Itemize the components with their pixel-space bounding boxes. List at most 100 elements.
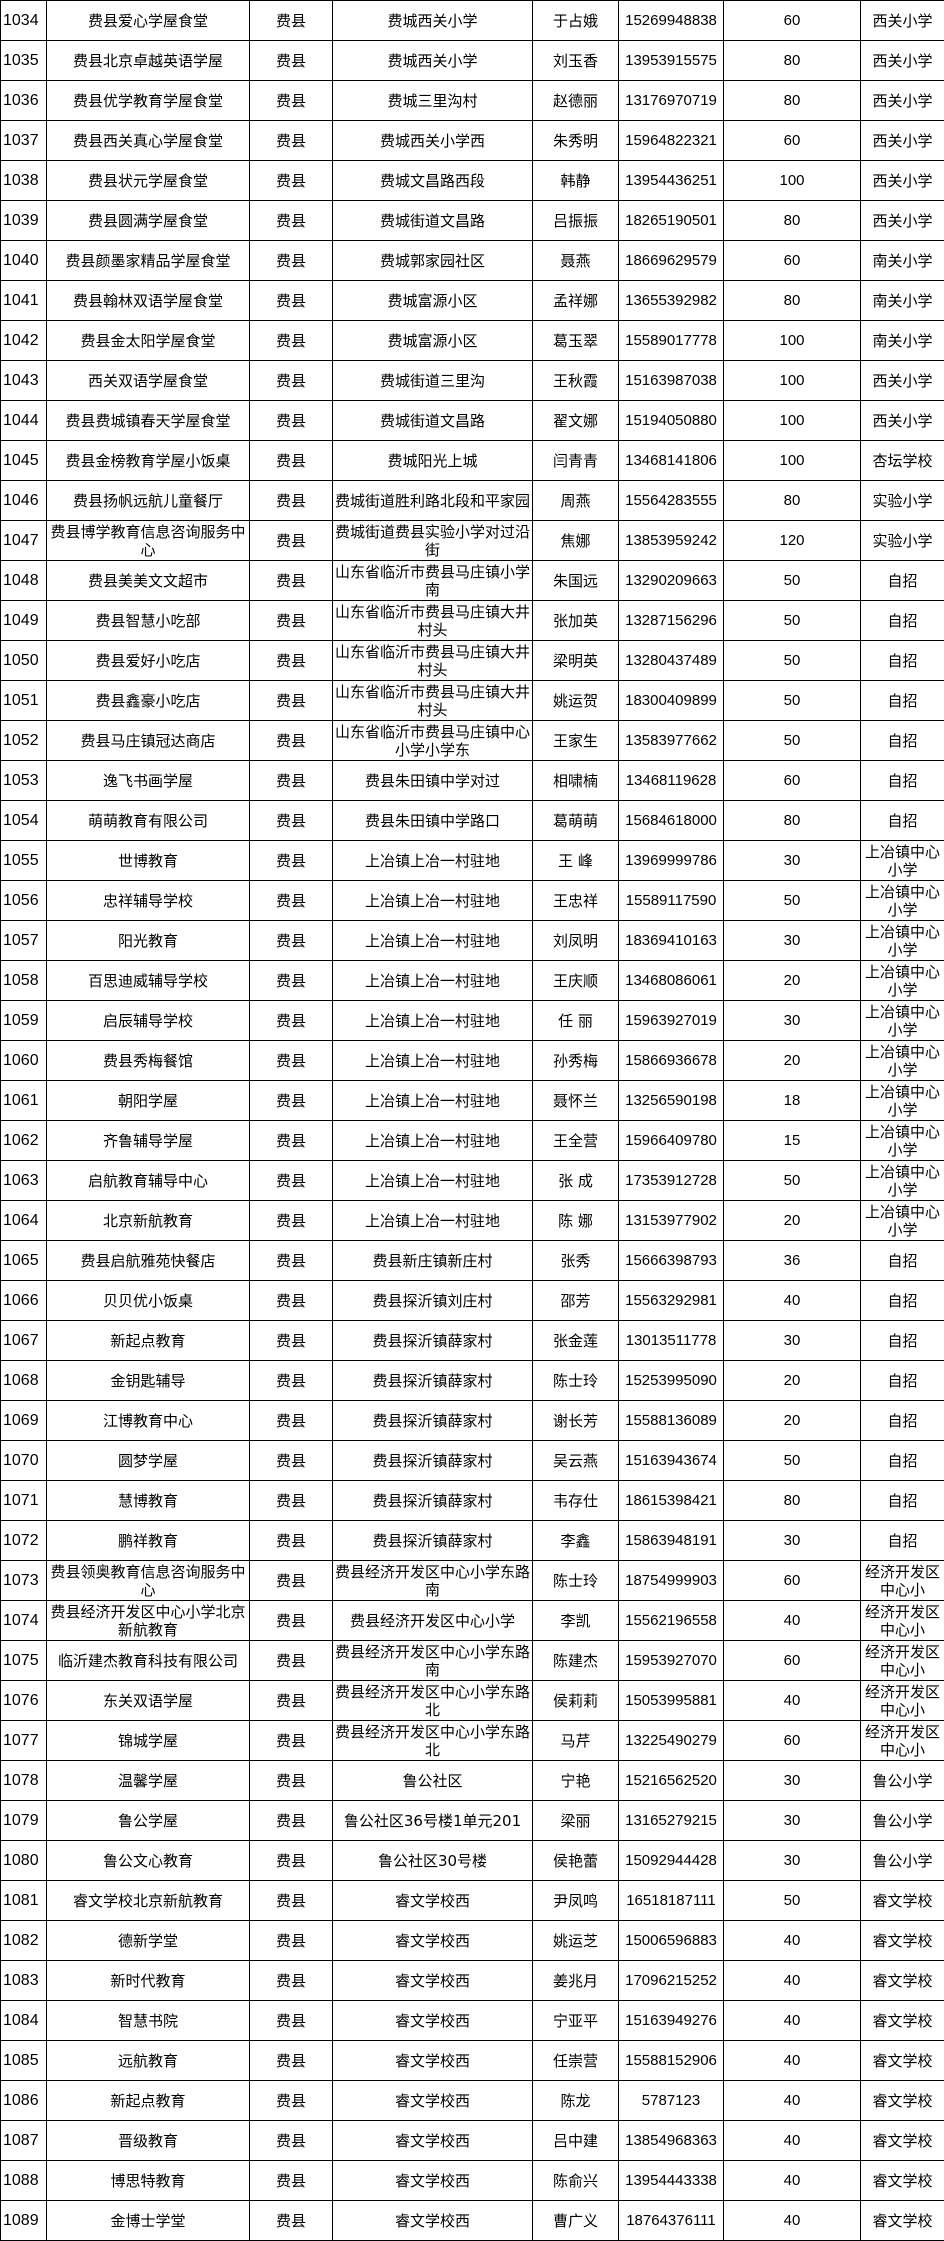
institution-name: 费县金太阳学屋食堂 [80, 331, 216, 350]
address: 睿文学校西 [394, 2211, 470, 2230]
school: 西关小学 [872, 371, 933, 390]
table-row: 1066 贝贝优小饭桌 费县 费县探沂镇刘庄村 邵芳 15563292981 40 自招 [0, 1280, 944, 1321]
table-row: 1078 温馨学屋 费县 鲁公社区 宁艳 15216562520 30 鲁公小学 [0, 1760, 944, 1801]
row-number-cell: 1058 [0, 960, 47, 1001]
phone-number-cell: 13165279215 [618, 1800, 724, 1841]
school-cell: 鲁公小学 [860, 1800, 944, 1841]
address-cell: 山东省临沂市费县马庄镇大井村头 [332, 680, 533, 721]
phone-number-cell: 15589117590 [618, 880, 724, 921]
school-cell: 实验小学 [860, 520, 944, 561]
address-cell: 山东省临沂市费县马庄镇中心小学小学东 [332, 720, 533, 761]
address: 上冶镇上冶一村驻地 [364, 1051, 500, 1070]
row-number-cell: 1085 [0, 2040, 47, 2081]
institution-name-cell: 临沂建杰教育科技有限公司 [46, 1640, 250, 1681]
county-cell: 费县 [249, 200, 333, 241]
phone-number: 15588136089 [625, 1411, 717, 1429]
county-cell: 费县 [249, 400, 333, 441]
contact-person-cell: 朱国远 [532, 560, 619, 601]
school-cell: 西关小学 [860, 0, 944, 41]
county: 费县 [275, 571, 306, 590]
capacity-cell: 50 [723, 640, 861, 681]
phone-number: 5787123 [641, 2091, 701, 2109]
phone-number: 13013511778 [625, 1331, 717, 1349]
county: 费县 [275, 451, 306, 470]
phone-number-cell: 15966409780 [618, 1120, 724, 1161]
phone-number: 13256590198 [625, 1091, 717, 1109]
capacity-cell: 40 [723, 1280, 861, 1321]
contact-person-cell: 陈俞兴 [532, 2160, 619, 2201]
capacity: 40 [783, 2011, 801, 2029]
address-cell: 睿文学校西 [332, 1920, 533, 1961]
institution-name: 费县博学教育信息咨询服务中心 [50, 522, 246, 559]
phone-number-cell: 15953927070 [618, 1640, 724, 1681]
contact-person-cell: 尹凤鸣 [532, 1880, 619, 1921]
row-number: 1055 [3, 851, 39, 869]
contact-person-cell: 陈士玲 [532, 1360, 619, 1401]
school: 自招 [887, 1531, 918, 1550]
row-number: 1041 [3, 291, 39, 309]
phone-number-cell: 15963927019 [618, 1000, 724, 1041]
phone-number: 15006596883 [625, 1931, 717, 1949]
institution-name-cell: 逸飞书画学屋 [46, 760, 250, 801]
school: 鲁公小学 [872, 1771, 933, 1790]
county: 费县 [275, 171, 306, 190]
phone-number: 18669629579 [625, 251, 717, 269]
row-number-cell: 1036 [0, 80, 47, 121]
address-cell: 睿文学校西 [332, 2200, 533, 2241]
row-number-cell: 1060 [0, 1040, 47, 1081]
county: 费县 [275, 1691, 306, 1710]
phone-number-cell: 15194050880 [618, 400, 724, 441]
county-cell: 费县 [249, 1920, 333, 1961]
institution-name-cell: 启航教育辅导中心 [46, 1160, 250, 1201]
capacity: 40 [783, 1291, 801, 1309]
school: 经济开发区中心小 [864, 1602, 940, 1639]
address: 费城文昌路西段 [379, 171, 485, 190]
table-row: 1067 新起点教育 费县 费县探沂镇薛家村 张金莲 13013511778 30 自招 [0, 1320, 944, 1361]
table-row: 1051 费县鑫豪小吃店 费县 山东省临沂市费县马庄镇大井村头 姚运贺 183004098… [0, 680, 944, 721]
institution-name: 费县北京卓越英语学屋 [72, 51, 223, 70]
capacity-cell: 60 [723, 1640, 861, 1681]
institution-name-cell: 北京新航教育 [46, 1200, 250, 1241]
capacity-cell: 100 [723, 440, 861, 481]
county: 费县 [275, 531, 306, 550]
phone-number: 15589017778 [625, 331, 717, 349]
institution-name-cell: 金博士学堂 [46, 2200, 250, 2241]
institution-name: 东关双语学屋 [102, 1691, 193, 1710]
capacity-cell: 30 [723, 1520, 861, 1561]
phone-number: 18265190501 [625, 211, 717, 229]
county: 费县 [275, 2011, 306, 2030]
institution-name-cell: 费县经济开发区中心小学北京新航教育 [46, 1600, 250, 1641]
address-cell: 费城西关小学 [332, 0, 533, 41]
capacity-cell: 50 [723, 880, 861, 921]
table-row: 1062 齐鲁辅导学屋 费县 上冶镇上冶一村驻地 王全营 15966409780 15 上冶镇… [0, 1120, 944, 1161]
phone-number: 15666398793 [625, 1251, 717, 1269]
county-cell: 费县 [249, 680, 333, 721]
capacity: 80 [783, 811, 801, 829]
address: 睿文学校西 [394, 2091, 470, 2110]
phone-number-cell: 16518187111 [618, 1880, 724, 1921]
address-cell: 费城文昌路西段 [332, 160, 533, 201]
contact-person-cell: 刘玉香 [532, 40, 619, 81]
capacity: 60 [783, 11, 801, 29]
capacity-cell: 80 [723, 1480, 861, 1521]
row-number: 1061 [3, 1091, 39, 1109]
address-cell: 鲁公社区36号楼1单元201 [332, 1800, 533, 1841]
institution-name-cell: 鲁公学屋 [46, 1800, 250, 1841]
table-row: 1057 阳光教育 费县 上冶镇上冶一村驻地 刘凤明 18369410163 30 上冶镇中心… [0, 920, 944, 961]
phone-number: 17096215252 [625, 1971, 717, 1989]
phone-number: 17353912728 [625, 1171, 717, 1189]
address-cell: 费县经济开发区中心小学东路北 [332, 1680, 533, 1721]
school-cell: 睿文学校 [860, 2200, 944, 2241]
capacity-cell: 40 [723, 1920, 861, 1961]
institution-name: 费县鑫豪小吃店 [95, 691, 201, 710]
school: 自招 [887, 611, 918, 630]
row-number: 1076 [3, 1691, 39, 1709]
school-cell: 南关小学 [860, 280, 944, 321]
capacity: 40 [783, 2131, 801, 2149]
contact-person: 陈 娜 [558, 1211, 593, 1230]
capacity: 50 [783, 651, 801, 669]
school-cell: 杏坛学校 [860, 440, 944, 481]
school: 西关小学 [872, 171, 933, 190]
institution-name-cell: 费县圆满学屋食堂 [46, 200, 250, 241]
row-number: 1060 [3, 1051, 39, 1069]
